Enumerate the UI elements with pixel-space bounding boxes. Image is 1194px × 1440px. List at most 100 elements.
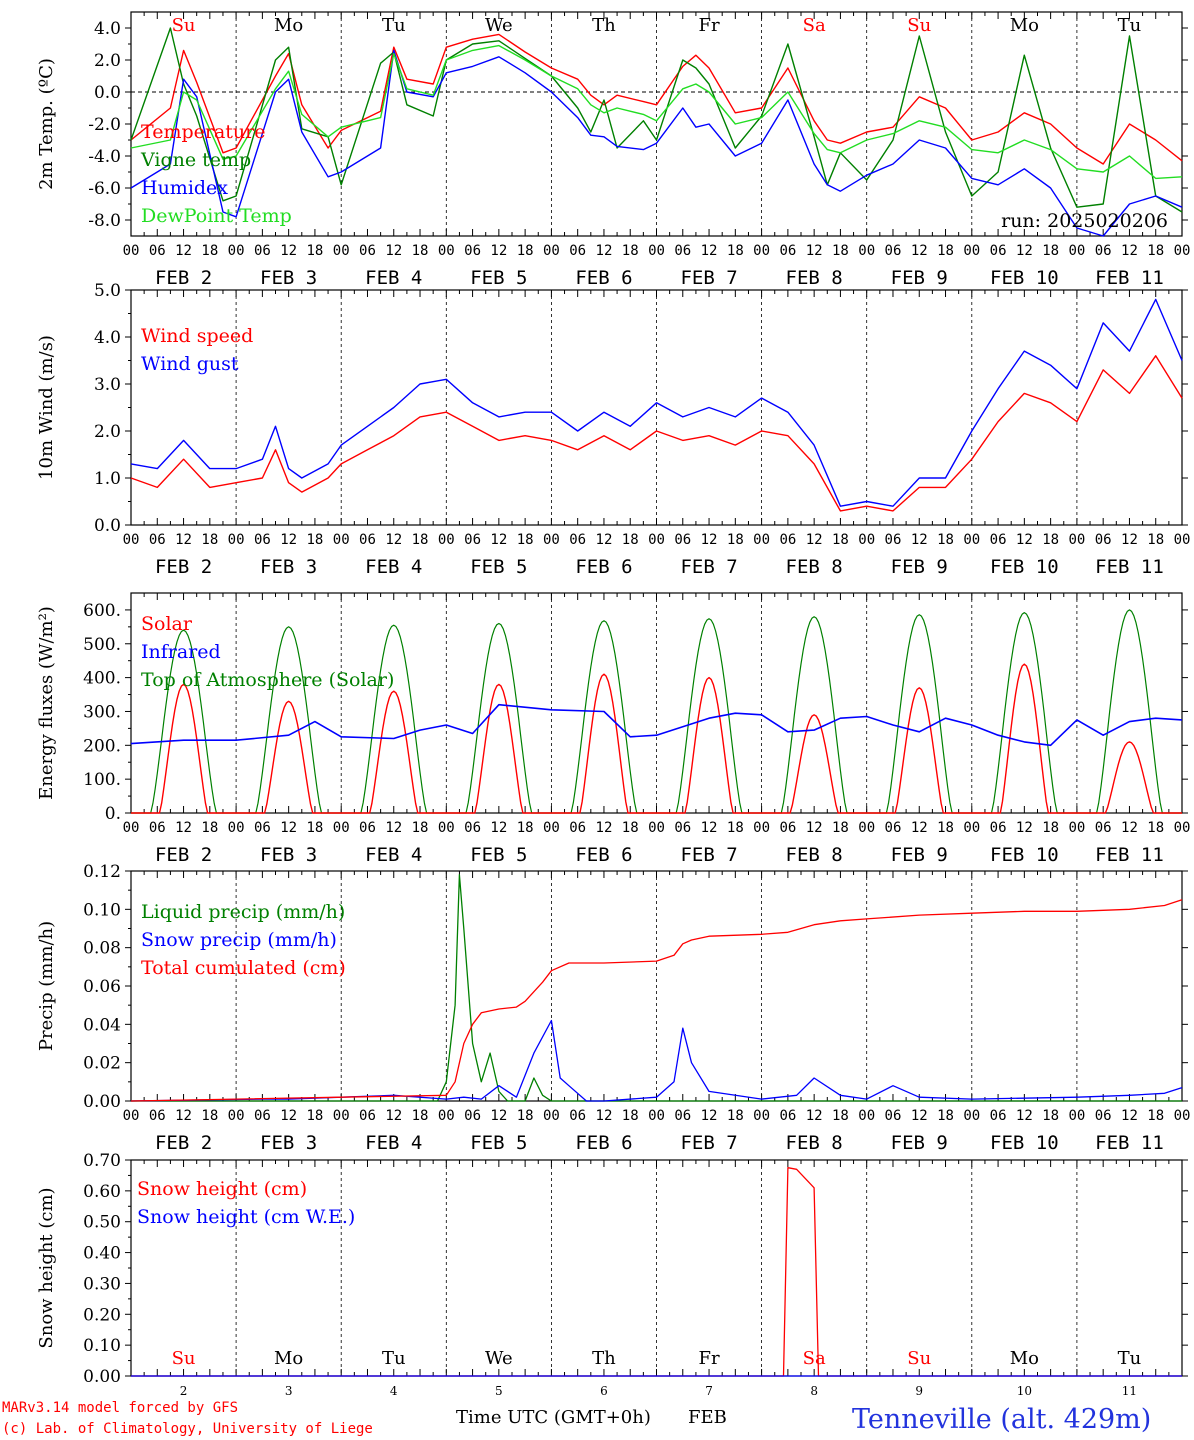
y-tick-label: 0.0 — [94, 516, 121, 536]
series-line-solar — [131, 663, 1182, 814]
hour-tick-label: 12 — [280, 532, 297, 548]
day-label: FEB 6 — [575, 844, 632, 866]
y-axis-label: Snow height (cm) — [36, 1187, 57, 1348]
hour-tick-label: 12 — [911, 532, 928, 548]
series-line-infrared — [130, 703, 1183, 747]
day-label: FEB 4 — [365, 556, 422, 578]
y-tick-label: 0.20 — [83, 1305, 121, 1325]
hour-tick-label: 18 — [201, 1108, 218, 1124]
hour-tick-label: 00 — [333, 820, 350, 836]
day-label: FEB 7 — [680, 267, 737, 289]
hour-tick-label: 06 — [674, 1108, 691, 1124]
day-label: FEB 5 — [470, 556, 527, 578]
hour-tick-label: 18 — [306, 1108, 323, 1124]
hour-tick-label: 18 — [412, 243, 429, 259]
weekday-label: Th — [592, 1348, 616, 1369]
hour-tick-label: 00 — [753, 532, 770, 548]
hour-tick-label: 18 — [201, 243, 218, 259]
hour-tick-label: 12 — [175, 1108, 192, 1124]
day-label: FEB 8 — [786, 267, 843, 289]
legend-entry: Humidex — [141, 177, 228, 199]
day-label: FEB 2 — [155, 1132, 212, 1154]
day-label: FEB 6 — [575, 267, 632, 289]
y-tick-label: 0.30 — [83, 1274, 121, 1294]
weekday-label: Tu — [1118, 15, 1142, 36]
weekday-label: Th — [592, 15, 616, 36]
legend-entry: Snow precip (mm/h) — [141, 929, 337, 951]
hour-tick-label: 00 — [438, 1108, 455, 1124]
y-tick-label: 600. — [83, 601, 121, 621]
weekday-label: Mo — [1010, 15, 1039, 36]
day-number-label: 9 — [915, 1384, 923, 1398]
hour-tick-label: 18 — [517, 243, 534, 259]
hour-tick-label: 00 — [1174, 532, 1191, 548]
y-axis-label: Precip (mm/h) — [36, 921, 57, 1051]
credit-line-2: (c) Lab. of Climatology, University of L… — [2, 1421, 373, 1437]
weekday-label: Su — [907, 1348, 931, 1369]
hour-tick-label: 00 — [333, 243, 350, 259]
hour-tick-label: 06 — [569, 243, 586, 259]
hour-tick-label: 00 — [648, 532, 665, 548]
day-label: FEB 10 — [990, 556, 1059, 578]
hour-tick-label: 06 — [1095, 820, 1112, 836]
hour-tick-label: 12 — [385, 532, 402, 548]
y-tick-label: 0.06 — [83, 977, 121, 997]
hour-tick-label: 06 — [254, 532, 271, 548]
hour-tick-label: 12 — [1016, 820, 1033, 836]
y-tick-label: 0.70 — [83, 1151, 121, 1171]
hour-tick-label: 00 — [228, 1108, 245, 1124]
hour-tick-label: 00 — [1068, 820, 1085, 836]
y-tick-label: 400. — [83, 669, 121, 689]
hour-tick-label: 18 — [1147, 1108, 1164, 1124]
day-label: FEB 5 — [470, 844, 527, 866]
weekday-label: We — [485, 15, 513, 36]
weekday-label: Tu — [382, 15, 406, 36]
y-tick-label: 4.0 — [94, 19, 121, 39]
y-axis-label: 10m Wind (m/s) — [36, 335, 57, 480]
hour-tick-label: 06 — [569, 532, 586, 548]
hour-tick-label: 06 — [359, 532, 376, 548]
hour-tick-label: 06 — [149, 243, 166, 259]
hour-tick-label: 18 — [517, 820, 534, 836]
hour-tick-label: 00 — [963, 532, 980, 548]
hour-tick-label: 12 — [701, 1108, 718, 1124]
hour-tick-label: 12 — [1016, 243, 1033, 259]
y-tick-label: 0.50 — [83, 1213, 121, 1233]
hour-tick-label: 18 — [306, 820, 323, 836]
hour-tick-label: 00 — [1174, 820, 1191, 836]
day-label: FEB 11 — [1095, 556, 1164, 578]
weekday-label: Sa — [803, 1348, 826, 1369]
hour-tick-label: 00 — [753, 820, 770, 836]
day-label: FEB 11 — [1095, 844, 1164, 866]
hour-tick-label: 18 — [832, 1108, 849, 1124]
hour-tick-label: 00 — [333, 1108, 350, 1124]
weekday-label: Tu — [382, 1348, 406, 1369]
day-number-label: 5 — [495, 1384, 503, 1398]
legend-entry: Snow height (cm W.E.) — [137, 1206, 355, 1228]
day-label: FEB 7 — [680, 1132, 737, 1154]
series-line-toa — [131, 609, 1182, 814]
day-number-label: 7 — [705, 1384, 713, 1398]
hour-tick-label: 00 — [123, 243, 140, 259]
hour-tick-label: 12 — [806, 532, 823, 548]
hour-tick-label: 18 — [1147, 820, 1164, 836]
hour-tick-label: 06 — [464, 243, 481, 259]
series-line-humidex — [130, 49, 1183, 237]
hour-tick-label: 12 — [911, 243, 928, 259]
series-line-snow-precip-mm-h- — [130, 1019, 1183, 1102]
hour-tick-label: 06 — [464, 1108, 481, 1124]
day-label: FEB 4 — [365, 267, 422, 289]
panel-wind: 0.0 1.0 2.0 3.0 4.0 5.0 10m Wind (m/s) 00 06 12 18… — [36, 281, 1190, 578]
hour-tick-label: 12 — [175, 532, 192, 548]
hour-tick-label: 18 — [727, 532, 744, 548]
day-label: FEB 9 — [891, 267, 948, 289]
series-line-wind-speed — [130, 355, 1183, 512]
y-tick-label: -6.0 — [88, 179, 121, 199]
hour-tick-label: 12 — [175, 820, 192, 836]
series-line-temperature — [130, 33, 1183, 165]
hour-tick-label: 00 — [858, 820, 875, 836]
day-label: FEB 7 — [680, 844, 737, 866]
hour-tick-label: 12 — [175, 243, 192, 259]
hour-tick-label: 00 — [228, 532, 245, 548]
hour-tick-label: 06 — [149, 1108, 166, 1124]
